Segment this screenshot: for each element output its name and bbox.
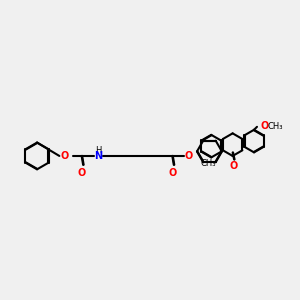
Text: H: H [96, 146, 102, 155]
Text: O: O [77, 168, 86, 178]
Text: O: O [61, 151, 69, 161]
Text: O: O [261, 121, 269, 131]
Text: CH₃: CH₃ [267, 122, 283, 131]
Text: O: O [184, 151, 193, 161]
Text: O: O [168, 168, 176, 178]
Text: CH₃: CH₃ [200, 159, 216, 168]
Text: O: O [230, 161, 238, 171]
Text: N: N [94, 151, 103, 161]
